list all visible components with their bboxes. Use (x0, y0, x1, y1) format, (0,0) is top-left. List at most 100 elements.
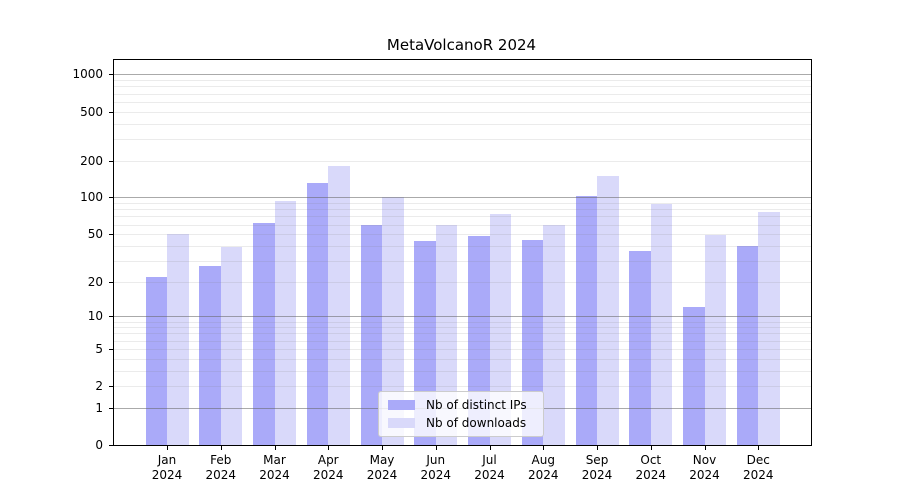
x-tick-label-jan: Jan 2024 (151, 453, 183, 482)
y-tick-label-100: 100 (80, 190, 103, 205)
y-tick-20 (109, 281, 113, 283)
x-tick-jun (435, 446, 437, 450)
gridline-9 (114, 321, 811, 323)
x-tick-label-nov: Nov 2024 (689, 453, 720, 482)
legend-label-distinct-ips: Nb of distinct IPs (426, 398, 527, 412)
y-tick-100 (109, 197, 113, 199)
legend: Nb of distinct IPs Nb of downloads (378, 391, 544, 437)
gridline-90 (114, 203, 811, 205)
y-tick-200 (109, 160, 113, 162)
bar-downloads-jun (435, 224, 458, 445)
gridline-30 (114, 260, 811, 262)
gridline-1000 (114, 74, 811, 76)
gridline-400 (114, 123, 811, 125)
x-tick-oct (650, 446, 652, 450)
bar-downloads-oct (650, 204, 673, 445)
gridline-600 (114, 101, 811, 103)
bar-distinct-ips-apr (306, 182, 329, 445)
legend-item-downloads: Nb of downloads (388, 416, 534, 430)
gridline-6 (114, 340, 811, 342)
legend-swatch-downloads (388, 418, 415, 428)
y-tick-1000 (109, 74, 113, 76)
gridline-10 (114, 316, 811, 318)
x-tick-label-jun: Jun 2024 (420, 453, 452, 482)
legend-swatch-distinct-ips (388, 400, 415, 410)
gridline-40 (114, 245, 811, 247)
bar-downloads-nov (704, 235, 726, 445)
y-tick-0 (109, 445, 113, 446)
x-tick-dec (758, 446, 760, 450)
gridline-800 (114, 86, 811, 88)
gridline-200 (114, 160, 811, 162)
x-tick-label-may: May 2024 (366, 453, 398, 482)
gridline-4 (114, 358, 811, 360)
y-tick-500 (109, 111, 113, 113)
bar-distinct-ips-dec (736, 245, 759, 445)
gridline-7 (114, 333, 811, 335)
y-tick-50 (109, 234, 113, 236)
y-tick-label-0: 0 (95, 438, 103, 452)
bar-downloads-mar (274, 200, 296, 445)
gridline-300 (114, 138, 811, 140)
bar-distinct-ips-mar (253, 222, 275, 445)
x-tick-label-mar: Mar 2024 (259, 453, 290, 482)
bar-distinct-ips-feb (199, 266, 221, 445)
legend-item-distinct-ips: Nb of distinct IPs (388, 398, 534, 412)
y-tick-label-500: 500 (80, 104, 103, 119)
x-tick-jul (489, 446, 491, 450)
x-tick-apr (328, 446, 330, 450)
x-tick-jan (167, 446, 168, 450)
x-tick-aug (543, 446, 545, 450)
y-tick-label-1: 1 (95, 400, 103, 415)
legend-label-downloads: Nb of downloads (426, 416, 527, 430)
bar-distinct-ips-oct (629, 251, 651, 445)
x-tick-label-apr: Apr 2024 (312, 453, 344, 482)
y-tick-label-50: 50 (87, 227, 103, 242)
bar-downloads-feb (220, 247, 243, 445)
gridline-80 (114, 209, 811, 211)
bar-downloads-aug (543, 225, 565, 445)
y-tick-label-10: 10 (87, 309, 103, 324)
x-tick-may (382, 446, 383, 450)
gridline-100 (114, 197, 811, 199)
plot-area (113, 59, 812, 446)
y-tick-5 (109, 348, 113, 350)
x-tick-label-aug: Aug 2024 (527, 453, 559, 482)
gridline-500 (114, 111, 811, 113)
bar-distinct-ips-sep (575, 195, 597, 445)
bar-downloads-sep (597, 175, 619, 445)
gridline-900 (114, 80, 811, 82)
bar-downloads-jul (489, 214, 511, 445)
bar-distinct-ips-jan (145, 276, 167, 445)
x-tick-label-jul: Jul 2024 (474, 453, 505, 482)
gridline-70 (114, 216, 811, 218)
bar-distinct-ips-nov (683, 307, 705, 445)
bar-downloads-dec (758, 212, 780, 445)
x-tick-label-dec: Dec 2024 (742, 453, 774, 482)
x-tick-feb (220, 446, 222, 450)
y-tick-label-200: 200 (80, 153, 103, 168)
y-tick-2 (109, 386, 113, 388)
gridline-8 (114, 327, 811, 329)
gridline-20 (114, 281, 811, 283)
y-tick-label-20: 20 (87, 274, 103, 289)
bar-downloads-may (382, 197, 404, 445)
bar-downloads-apr (328, 165, 350, 445)
gridline-5 (114, 348, 811, 350)
y-tick-label-2: 2 (95, 379, 103, 394)
gridline-2 (114, 386, 811, 388)
x-tick-nov (704, 446, 706, 450)
y-tick-label-1000: 1000 (72, 67, 103, 82)
y-tick-1 (109, 407, 113, 409)
x-tick-mar (274, 446, 276, 450)
gridline-3 (114, 370, 811, 372)
chart-title: MetaVolcanoR 2024 (386, 36, 537, 54)
y-tick-label-5: 5 (95, 341, 103, 356)
x-tick-label-sep: Sep 2024 (581, 453, 613, 482)
gridline-60 (114, 224, 811, 226)
x-tick-label-feb: Feb 2024 (205, 453, 237, 482)
bar-distinct-ips-may (360, 225, 382, 445)
y-tick-10 (109, 316, 113, 318)
bar-downloads-jan (167, 234, 189, 445)
